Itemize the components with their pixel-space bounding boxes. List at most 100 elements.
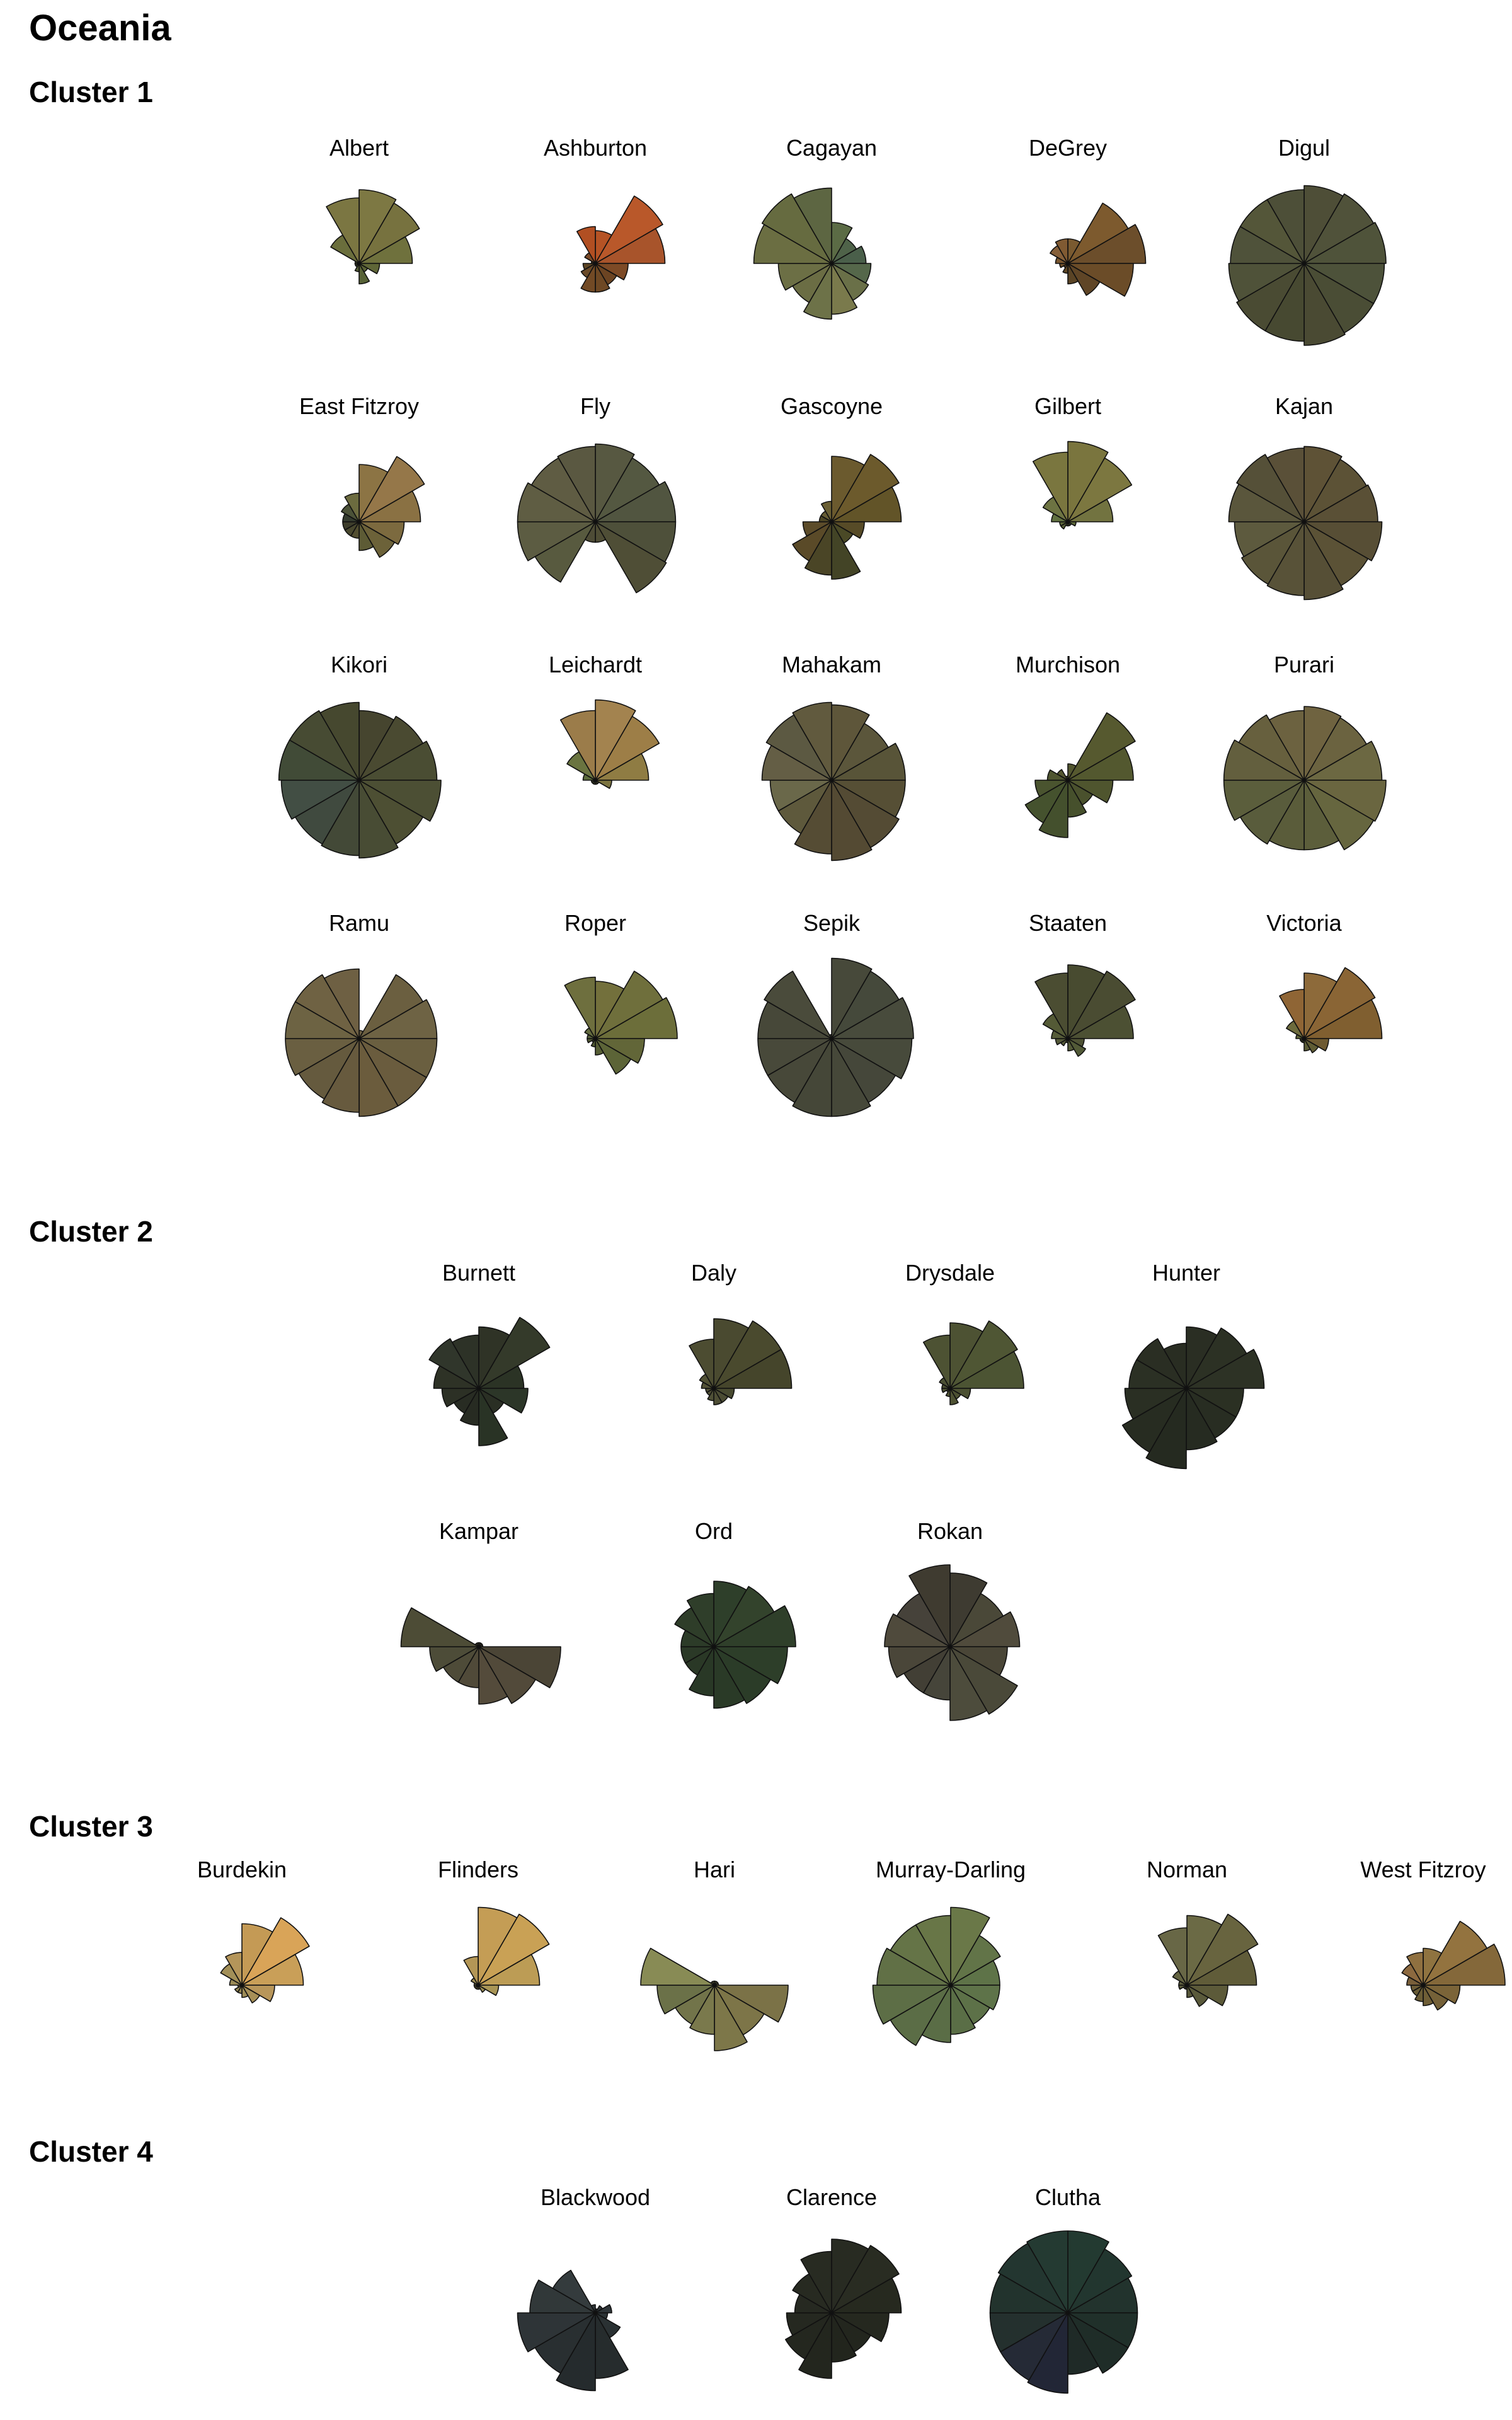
rose-sector: [1303, 521, 1344, 601]
rose-sector: [459, 1388, 479, 1426]
rose-plot: [341, 456, 425, 558]
rose-sector: [323, 968, 360, 1039]
rose-sector: [1303, 222, 1387, 264]
rose-title: Roper: [564, 910, 627, 936]
rose-sector: [1038, 780, 1068, 838]
rose-plot: [517, 443, 677, 594]
rose-plot: [872, 1906, 1001, 2046]
rose-plot: [1401, 1920, 1506, 2011]
rose-plot: [517, 2269, 629, 2392]
rose-sector: [689, 1646, 714, 1697]
rose-sector: [580, 263, 596, 279]
rose-sector: [241, 1985, 260, 2003]
rose-sector: [792, 1038, 832, 1117]
rose-sector: [713, 1349, 793, 1389]
rose-sector: [785, 2312, 832, 2360]
rose-sector: [478, 1913, 550, 1986]
rose-sector: [1034, 780, 1068, 797]
rose-sector: [1303, 521, 1383, 562]
rose-sector: [358, 456, 425, 522]
rose-title: Gilbert: [1034, 393, 1102, 419]
rose-chart-ord: Ord: [594, 1518, 833, 1726]
rose-sector: [576, 226, 596, 264]
rose-plot: [689, 1318, 793, 1405]
rose-sector: [831, 2277, 902, 2313]
rose-sector: [792, 521, 832, 562]
rose-sector: [640, 1947, 715, 1986]
rose-sector: [1067, 2312, 1129, 2374]
rose-sector: [949, 1646, 988, 1721]
rose-sector: [1406, 1952, 1424, 1986]
rose-sector: [529, 2279, 596, 2313]
rose-sector: [713, 1646, 788, 1685]
rose-sector: [1163, 1342, 1187, 1389]
rose-chart-blackwood: Blackwood: [476, 2184, 715, 2392]
rose-sector: [1238, 714, 1305, 781]
rose-chart-victoria: Victoria: [1184, 909, 1424, 1117]
rose-sector: [595, 780, 612, 789]
rose-sector: [831, 957, 873, 1039]
rose-title: Fly: [580, 393, 610, 419]
rose-sector: [326, 197, 360, 264]
rose-plot: [989, 2230, 1138, 2394]
rose-plot: [1157, 1913, 1259, 2007]
rose-sector: [1067, 971, 1136, 1039]
rose-sector: [517, 482, 596, 522]
rose-title: Burnett: [442, 1260, 516, 1286]
rose-title: Rokan: [917, 1518, 983, 1544]
rose-sector: [241, 1985, 249, 1998]
rose-sector: [1034, 972, 1068, 1039]
rose-sector: [1186, 1913, 1259, 1986]
rose-sector: [831, 521, 861, 580]
rose-sector: [792, 701, 832, 781]
rose-title: Cagayan: [786, 135, 878, 161]
rose-sector: [564, 976, 596, 1039]
rose-plot: [278, 701, 442, 859]
rose-chart-ramu: Ramu: [239, 909, 479, 1117]
rose-sector: [478, 1954, 541, 1986]
rose-sector: [321, 1038, 360, 1113]
rose-sector: [1303, 780, 1387, 822]
rose-sector: [400, 1607, 479, 1647]
rose-sector: [1121, 1388, 1187, 1453]
rose-sector: [590, 2304, 596, 2313]
page-title: Oceania: [29, 8, 171, 49]
rose-sector: [358, 521, 405, 545]
rose-sector: [1186, 1985, 1209, 2007]
rose-sector: [1423, 1944, 1506, 1986]
rose-sector: [1241, 521, 1305, 585]
rose-chart-murchison: Murchison: [948, 651, 1188, 859]
rose-plot: [1024, 712, 1136, 838]
rose-sector: [344, 492, 360, 522]
rose-plot: [400, 1607, 561, 1705]
rose-sector: [478, 1985, 486, 1993]
cluster-2-title: Cluster 2: [29, 1215, 153, 1248]
rose-sector: [428, 1338, 479, 1389]
rose-sector: [713, 1388, 723, 1405]
rose-plot: [1032, 441, 1133, 530]
rose-sector: [1067, 1005, 1134, 1039]
rose-sector: [714, 1985, 789, 2023]
rose-plot: [785, 2238, 902, 2379]
rose-sector: [478, 1646, 536, 1704]
rose-plot: [1228, 185, 1387, 346]
rose-sector: [595, 752, 650, 781]
rose-plot: [428, 1317, 551, 1446]
rose-sector: [595, 228, 666, 264]
rose-sector: [552, 2269, 596, 2313]
rose-chart-degrey: DeGrey: [948, 134, 1188, 342]
rose-sector: [713, 1646, 745, 1709]
rose-sector: [1266, 447, 1305, 522]
rose-sector: [949, 1611, 1021, 1647]
rose-plot: [753, 187, 872, 320]
rose-chart-east-fitzroy: East Fitzroy: [239, 393, 479, 601]
rose-sector: [831, 1038, 913, 1080]
rose-sector: [595, 443, 635, 522]
rose-chart-mahakam: Mahakam: [712, 651, 951, 861]
rose-title: Clutha: [1034, 2184, 1101, 2210]
rose-sector: [1279, 989, 1305, 1039]
rose-sector: [557, 446, 596, 522]
rose-plot: [220, 1917, 310, 2003]
rose-sector: [1303, 446, 1343, 522]
rose-sector: [950, 1985, 1000, 2010]
